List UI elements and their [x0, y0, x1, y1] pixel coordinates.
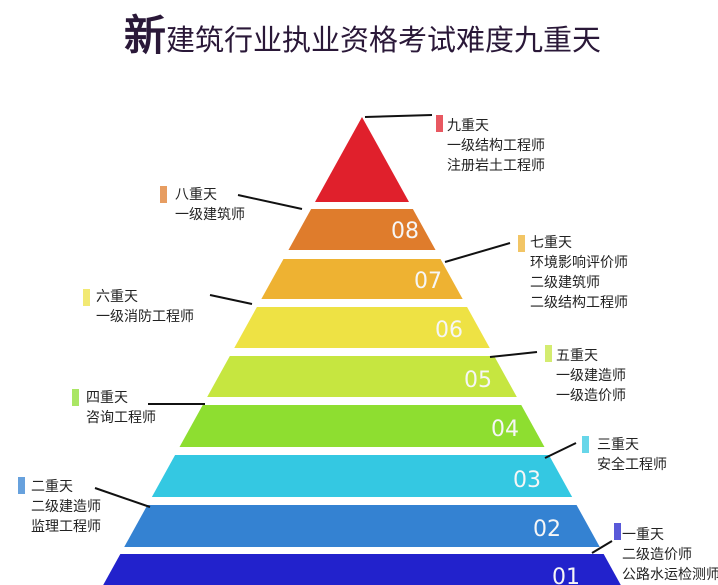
level-marker [72, 389, 79, 406]
tier-level: 三重天 [597, 437, 639, 453]
leader-line [209, 294, 253, 305]
exam-name: 二级结构工程师 [530, 295, 628, 311]
exam-name: 一级建造师 [556, 368, 626, 384]
tier-number: 05 [464, 368, 492, 393]
exam-name: 安全工程师 [597, 457, 667, 473]
exam-name: 二级造价师 [622, 547, 692, 563]
leader-line [489, 351, 538, 358]
pyramid-tier-6 [234, 307, 490, 348]
pyramid-tier-8 [288, 209, 436, 250]
level-marker [582, 436, 589, 453]
leader-line [364, 114, 433, 118]
exam-name: 公路水运检测师 [622, 567, 718, 583]
tier-label: 九重天一级结构工程师 注册岩土工程师 [447, 116, 545, 176]
tier-label: 一重天二级造价师公路水运检测师 [622, 525, 718, 585]
level-marker [83, 289, 90, 306]
tier-level: 一重天 [622, 527, 664, 543]
pyramid-tier-3 [151, 455, 573, 497]
exam-name: 环境影响评价师 [530, 255, 628, 271]
tier-number: 03 [513, 468, 541, 493]
tier-label: 七重天环境影响评价师 二级建筑师二级结构工程师 [530, 233, 628, 313]
pyramid-tier-5 [207, 356, 517, 397]
tier-level: 五重天 [556, 348, 598, 364]
leader-line [237, 194, 303, 210]
tier-label: 二重天二级建造师监理工程师 [31, 477, 101, 537]
level-marker [160, 186, 167, 203]
exam-name: 注册岩土工程师 [447, 158, 545, 174]
leader-line [544, 442, 577, 459]
tier-number: 06 [435, 318, 463, 343]
leader-line [94, 487, 151, 508]
leader-line [444, 242, 511, 263]
title-highlight: 新 [124, 11, 167, 60]
tier-number: 07 [414, 269, 442, 294]
exam-name: 咨询工程师 [86, 410, 156, 426]
tier-label: 三重天 安全工程师 [597, 435, 667, 475]
tier-number: 08 [391, 219, 419, 244]
tier-label: 八重天 一级建筑师 [175, 185, 245, 225]
exam-name: 一级结构工程师 [447, 138, 545, 154]
level-marker [518, 235, 525, 252]
tier-level: 九重天 [447, 118, 489, 134]
tier-number: 04 [491, 417, 519, 442]
level-marker [614, 523, 621, 540]
pyramid-tier-2 [124, 505, 600, 547]
pyramid-tier-1 [103, 554, 621, 585]
tier-number: 01 [552, 565, 580, 585]
tier-level: 二重天 [31, 479, 73, 495]
pyramid-tier-4 [179, 405, 545, 447]
tier-level: 六重天 [96, 289, 138, 305]
exam-name: 二级建造师 [31, 499, 101, 515]
exam-name: 一级造价师 [556, 388, 626, 404]
tier-label: 四重天 咨询工程师 [86, 388, 156, 428]
level-marker [436, 115, 443, 132]
tier-number: 02 [533, 517, 561, 542]
exam-name: 监理工程师 [31, 519, 101, 535]
title-text: 建筑行业执业资格考试难度九重天 [166, 23, 602, 57]
pyramid-tier-9 [314, 117, 410, 202]
exam-name: 一级消防工程师 [96, 309, 194, 325]
tier-level: 七重天 [530, 235, 572, 251]
level-marker [18, 477, 25, 494]
leader-line [591, 540, 613, 554]
exam-name: 一级建筑师 [175, 207, 245, 223]
tier-label: 六重天一级消防工程师 [96, 287, 194, 327]
page-title: 新建筑行业执业资格考试难度九重天 [124, 2, 601, 63]
pyramid-tier-7 [261, 259, 463, 299]
tier-label: 五重天一级建造师一级造价师 [556, 346, 626, 406]
tier-level: 八重天 [175, 187, 217, 203]
exam-name: 二级建筑师 [530, 275, 600, 291]
tier-level: 四重天 [86, 390, 128, 406]
level-marker [545, 345, 552, 362]
